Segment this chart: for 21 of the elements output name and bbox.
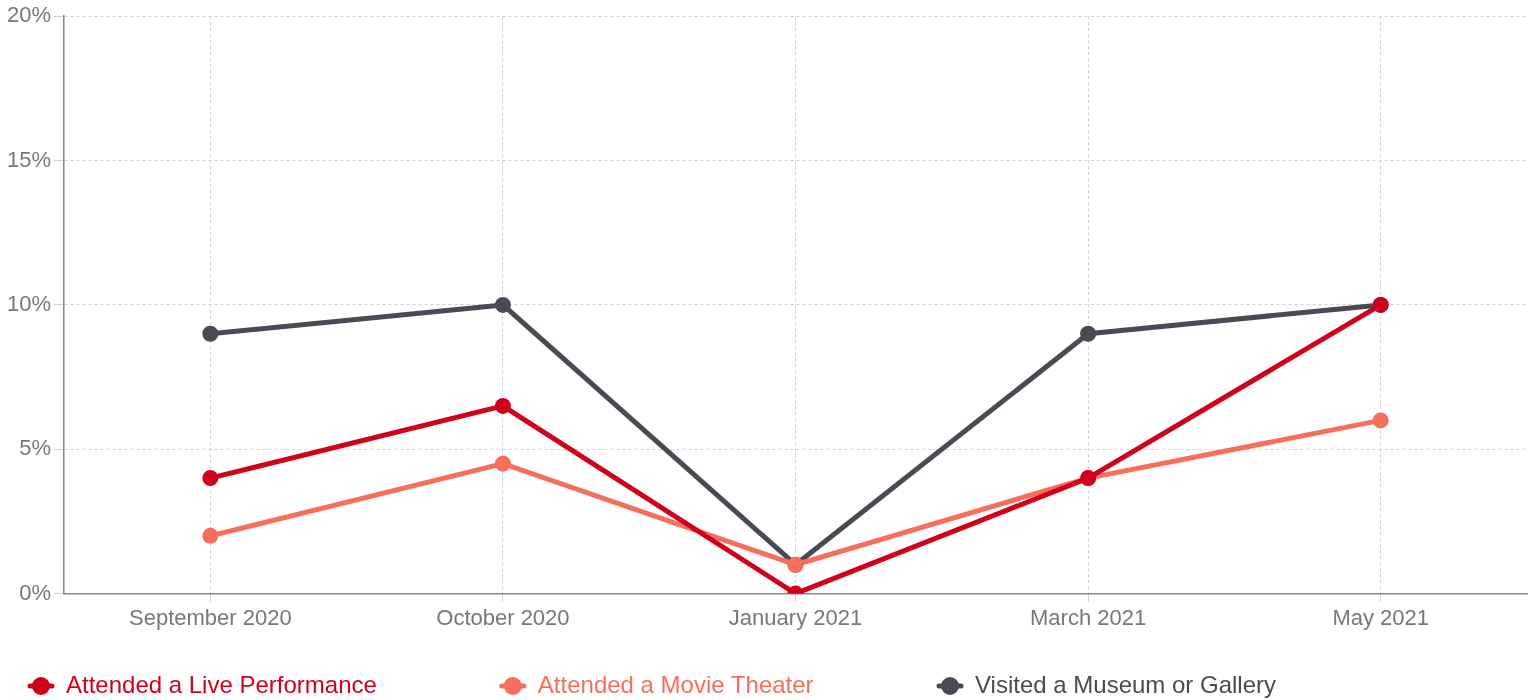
- legend-label: Attended a Live Performance: [66, 670, 377, 698]
- point: [202, 470, 219, 487]
- y-tick-label: 5%: [19, 435, 52, 461]
- point: [1372, 412, 1389, 429]
- point: [494, 397, 511, 414]
- y-tick-label: 0%: [19, 579, 52, 605]
- point: [202, 527, 219, 544]
- point: [1080, 325, 1097, 342]
- legend-label: Visited a Museum or Gallery: [975, 670, 1277, 698]
- point: [494, 296, 511, 313]
- x-tick-label: October 2020: [436, 604, 570, 630]
- x-tick-label: September 2020: [128, 604, 292, 630]
- x-tick-label: January 2021: [728, 604, 863, 630]
- y-tick-label: 10%: [6, 290, 52, 316]
- point: [202, 325, 219, 342]
- point: [494, 455, 511, 472]
- legend-label: Attended a Movie Theater: [537, 670, 814, 698]
- y-tick-label: 20%: [6, 2, 52, 28]
- y-tick-label: 15%: [6, 146, 52, 172]
- x-tick-label: May 2021: [1332, 604, 1430, 630]
- x-tick-label: March 2021: [1030, 604, 1147, 630]
